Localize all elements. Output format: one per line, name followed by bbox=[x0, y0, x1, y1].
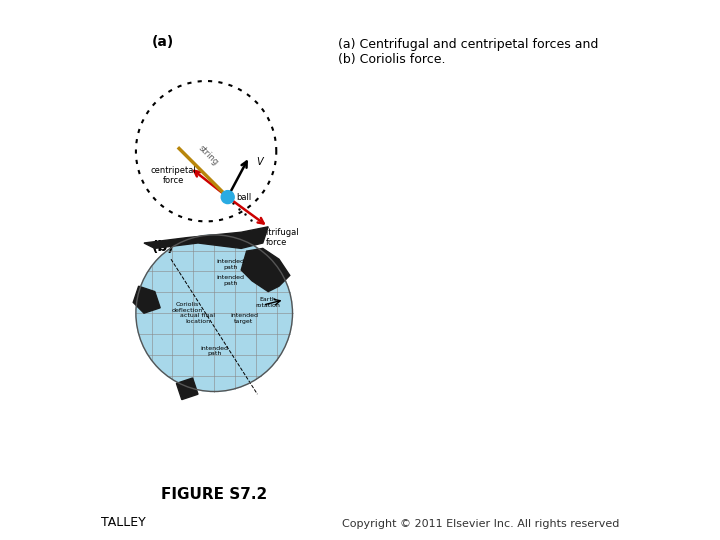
Text: centripetal
force: centripetal force bbox=[150, 166, 197, 185]
Text: FIGURE S7.2: FIGURE S7.2 bbox=[161, 487, 267, 502]
Polygon shape bbox=[144, 227, 269, 248]
Text: (a) Centrifugal and centripetal forces and
(b) Coriolis force.: (a) Centrifugal and centripetal forces a… bbox=[338, 38, 599, 66]
Text: intended
target: intended target bbox=[230, 313, 258, 324]
Text: string: string bbox=[197, 144, 220, 167]
Text: Copyright © 2011 Elsevier Inc. All rights reserved: Copyright © 2011 Elsevier Inc. All right… bbox=[342, 519, 619, 529]
Text: (b): (b) bbox=[152, 240, 175, 254]
Text: (a): (a) bbox=[152, 35, 174, 49]
Text: Earth
rotation: Earth rotation bbox=[256, 297, 281, 308]
Polygon shape bbox=[176, 378, 198, 400]
Text: TALLEY: TALLEY bbox=[101, 516, 145, 529]
Polygon shape bbox=[133, 286, 160, 313]
Text: Coriolis
deflection: Coriolis deflection bbox=[171, 302, 203, 313]
Text: actual final
location: actual final location bbox=[181, 313, 215, 324]
Text: centrifugal
force: centrifugal force bbox=[253, 228, 299, 247]
Text: ball: ball bbox=[236, 193, 251, 201]
Circle shape bbox=[221, 191, 234, 204]
Text: intended
path: intended path bbox=[200, 346, 228, 356]
Text: V: V bbox=[256, 157, 262, 167]
Text: intended
path: intended path bbox=[217, 259, 244, 270]
Circle shape bbox=[136, 235, 292, 392]
Polygon shape bbox=[241, 248, 289, 292]
Text: intended
path: intended path bbox=[217, 275, 244, 286]
